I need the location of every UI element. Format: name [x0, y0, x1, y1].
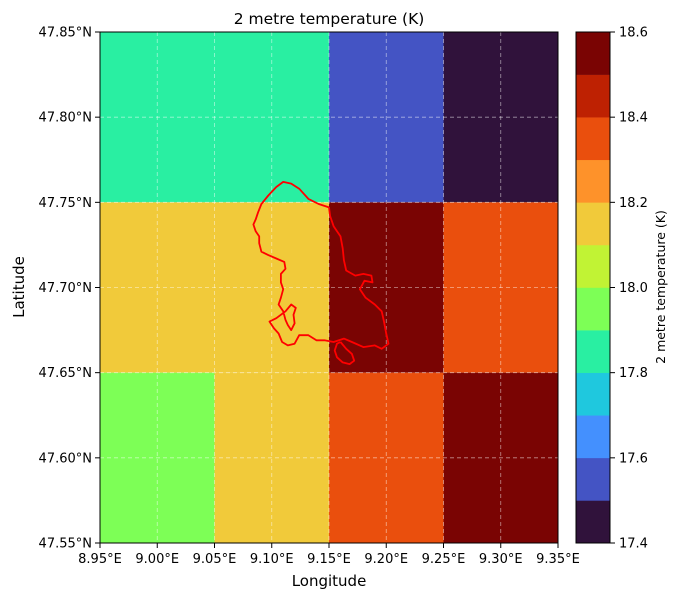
y-tick-label: 47.60°N [39, 451, 92, 466]
x-axis-title: Longitude [292, 572, 367, 590]
colorbar-tick-label: 18.2 [619, 196, 648, 211]
y-tick-label: 47.75°N [39, 196, 92, 211]
colorbar-title: 2 metre temperature (K) [653, 210, 668, 364]
x-axis-ticks: 8.95°E 9.00°E 9.05°E 9.10°E 9.15°E 9.20°E 9.25… [78, 543, 580, 567]
colorbar-segment [576, 244, 610, 288]
y-tick-label: 47.85°N [39, 26, 92, 41]
x-tick-label: 9.30°E [479, 552, 523, 567]
boundary-outline [252, 181, 390, 365]
colorbar-tick-label: 18.4 [619, 111, 648, 126]
y-tick-label: 47.65°N [39, 366, 92, 381]
colorbar-tick-label: 18.0 [619, 281, 648, 296]
y-tick-label: 47.80°N [39, 111, 92, 126]
colorbar-tick-label: 17.6 [619, 451, 648, 466]
y-tick-label: 47.55°N [39, 537, 92, 552]
x-tick-label: 9.00°E [135, 552, 179, 567]
colorbar-segment [576, 457, 610, 501]
x-tick-label: 9.20°E [364, 552, 408, 567]
colorbar-segment [576, 74, 610, 118]
colorbar-segment [576, 500, 610, 544]
colorbar-segment [576, 202, 610, 246]
colorbar-segment [576, 372, 610, 416]
plot-title: 2 metre temperature (K) [234, 10, 425, 28]
x-tick-label: 9.10°E [250, 552, 294, 567]
x-tick-label: 9.25°E [422, 552, 466, 567]
x-tick-label: 8.95°E [78, 552, 122, 567]
island-path [333, 341, 356, 365]
colorbar-segment [576, 330, 610, 373]
y-axis-title: Latitude [10, 256, 28, 318]
colorbar-segment [576, 117, 610, 161]
colorbar-tick-label: 18.6 [619, 26, 648, 41]
colorbar-segment [576, 287, 610, 331]
colorbar [576, 32, 610, 544]
y-axis-ticks: 47.55°N 47.60°N 47.65°N 47.70°N 47.75°N 47.80… [39, 26, 100, 552]
colorbar-ticks: 17.4 17.6 17.8 18.0 18.2 18.4 18.6 [610, 26, 648, 552]
coastline-path [252, 181, 390, 350]
colorbar-tick-label: 17.4 [619, 537, 648, 552]
x-tick-label: 9.15°E [307, 552, 351, 567]
x-tick-label: 9.35°E [536, 552, 580, 567]
colorbar-tick-label: 17.8 [619, 366, 648, 381]
colorbar-segment [576, 159, 610, 203]
x-tick-label: 9.05°E [193, 552, 237, 567]
colorbar-segment [576, 32, 610, 75]
y-tick-label: 47.70°N [39, 281, 92, 296]
colorbar-segment [576, 415, 610, 459]
